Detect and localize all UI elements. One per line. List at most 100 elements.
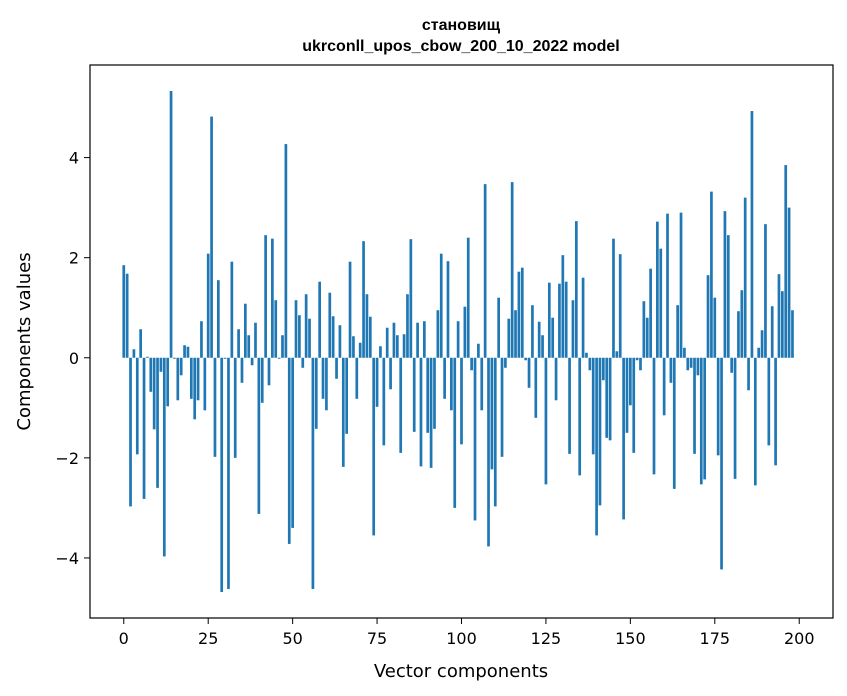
bar bbox=[139, 329, 143, 358]
bar bbox=[780, 291, 784, 358]
bar bbox=[220, 357, 224, 592]
bar bbox=[125, 273, 129, 358]
bar bbox=[328, 292, 332, 358]
x-tick-label: 100 bbox=[446, 629, 477, 648]
bar bbox=[135, 357, 139, 455]
bar bbox=[159, 357, 163, 372]
bar bbox=[537, 321, 541, 358]
bar bbox=[129, 357, 132, 507]
bar bbox=[325, 357, 328, 411]
bar bbox=[156, 357, 159, 488]
bar bbox=[423, 321, 426, 358]
bar bbox=[487, 357, 490, 547]
chart-subtitle: ukrconll_upos_cbow_200_10_2022 model bbox=[302, 38, 619, 55]
bar bbox=[335, 357, 338, 379]
bar bbox=[247, 335, 251, 358]
bar bbox=[730, 357, 734, 373]
bar bbox=[642, 301, 646, 358]
bar bbox=[625, 357, 629, 433]
bar bbox=[662, 357, 666, 416]
x-tick-label: 50 bbox=[282, 629, 302, 648]
bar bbox=[480, 357, 484, 411]
bar bbox=[254, 322, 257, 358]
bar bbox=[244, 303, 247, 358]
bar bbox=[372, 357, 376, 536]
x-axis-label: Vector components bbox=[374, 661, 548, 682]
bar bbox=[426, 357, 430, 433]
y-tick-label: −4 bbox=[55, 549, 79, 568]
bar bbox=[629, 357, 632, 406]
bar bbox=[200, 321, 203, 358]
bar bbox=[554, 357, 558, 401]
bar bbox=[561, 255, 565, 358]
bar bbox=[737, 311, 740, 358]
bar bbox=[429, 357, 433, 468]
bar bbox=[703, 357, 707, 480]
bar bbox=[355, 357, 359, 399]
bar bbox=[672, 357, 676, 489]
bar bbox=[608, 357, 612, 441]
bar bbox=[237, 329, 240, 358]
bar bbox=[504, 357, 507, 368]
bar bbox=[183, 345, 186, 358]
bar bbox=[152, 357, 156, 430]
bar bbox=[605, 357, 609, 438]
bar bbox=[517, 271, 521, 358]
bar bbox=[176, 357, 180, 401]
bar bbox=[132, 349, 136, 358]
bar bbox=[774, 357, 777, 466]
bar bbox=[358, 342, 362, 358]
bar bbox=[352, 336, 355, 358]
bar bbox=[547, 282, 551, 358]
bar bbox=[314, 357, 318, 429]
bar bbox=[683, 347, 686, 358]
bar bbox=[591, 357, 595, 455]
bar bbox=[723, 211, 727, 358]
bar bbox=[551, 317, 555, 358]
bar bbox=[764, 224, 767, 358]
bar bbox=[733, 357, 737, 479]
bar bbox=[267, 357, 271, 386]
bar bbox=[770, 306, 774, 358]
bar bbox=[345, 357, 349, 434]
bar bbox=[186, 346, 190, 358]
bar bbox=[490, 357, 494, 470]
bar bbox=[686, 357, 690, 371]
bar bbox=[392, 322, 396, 358]
bar bbox=[439, 253, 443, 358]
bar bbox=[689, 357, 693, 368]
bar bbox=[716, 357, 720, 456]
bar bbox=[311, 357, 315, 589]
bar bbox=[649, 268, 652, 358]
bar bbox=[612, 238, 615, 358]
bar bbox=[416, 322, 419, 358]
bar bbox=[291, 357, 294, 528]
y-axis-ticks: −4 −2 0 2 4 bbox=[55, 149, 90, 568]
y-tick-label: 2 bbox=[69, 249, 79, 268]
bar bbox=[341, 357, 345, 467]
bar bbox=[477, 343, 480, 358]
x-tick-label: 200 bbox=[784, 629, 815, 648]
bar bbox=[338, 325, 342, 358]
bar bbox=[284, 144, 288, 358]
bar bbox=[601, 357, 605, 381]
bar bbox=[230, 261, 234, 358]
bar bbox=[287, 357, 291, 544]
bar bbox=[531, 305, 534, 358]
bar bbox=[409, 239, 413, 358]
bar bbox=[294, 300, 298, 358]
bar bbox=[757, 347, 761, 358]
bar bbox=[666, 213, 669, 358]
bar bbox=[375, 357, 379, 407]
bar bbox=[713, 297, 717, 358]
bar bbox=[767, 357, 771, 446]
bar bbox=[568, 357, 571, 454]
bar bbox=[679, 212, 683, 358]
bar bbox=[274, 300, 278, 358]
bar bbox=[622, 357, 625, 520]
bar bbox=[558, 283, 561, 358]
plot-frame bbox=[89, 64, 834, 619]
bar bbox=[632, 357, 636, 453]
bar bbox=[507, 318, 511, 358]
